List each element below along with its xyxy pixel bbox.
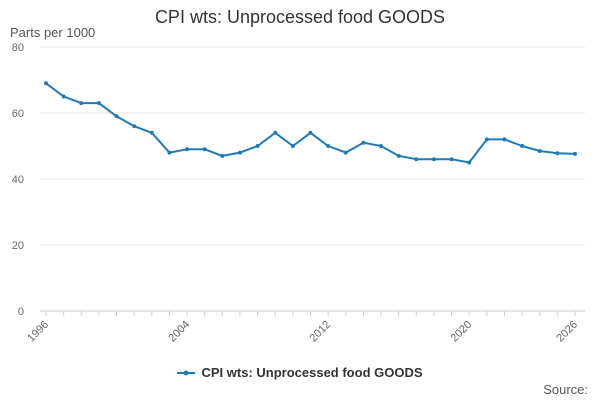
grid-layer: [40, 46, 585, 246]
data-point: [290, 144, 295, 148]
x-tick-label: 2020: [449, 319, 475, 345]
data-point: [149, 130, 154, 135]
data-point: [96, 101, 101, 106]
data-point: [361, 140, 366, 145]
y-tick-label: 20: [12, 240, 24, 252]
data-point: [343, 150, 348, 155]
x-tick-label: 2026: [554, 319, 580, 345]
data-point: [414, 157, 419, 162]
data-point: [502, 137, 507, 142]
data-point: [44, 81, 48, 86]
data-point: [467, 160, 472, 165]
data-point: [185, 147, 190, 152]
data-point: [431, 157, 436, 162]
data-point: [396, 153, 401, 158]
y-tick-label: 40: [12, 174, 24, 186]
data-point: [273, 130, 278, 135]
legend: CPI wts: Unprocessed food GOODS: [0, 365, 600, 382]
data-point: [484, 137, 489, 142]
series-layer: [44, 81, 577, 165]
x-tick-labels: 1996 2004 2012 2020 2026: [25, 319, 580, 345]
data-point: [555, 151, 560, 156]
series-line: [45, 82, 576, 164]
data-point: [237, 150, 242, 155]
x-tick-label: 2004: [166, 319, 192, 345]
data-point: [132, 124, 137, 129]
data-point: [308, 130, 313, 135]
x-tick-label: 2012: [307, 319, 333, 345]
y-tick-label: 60: [12, 108, 24, 120]
data-point: [537, 148, 542, 153]
data-point: [326, 144, 331, 148]
data-point: [255, 144, 260, 148]
source-label: Source:: [543, 382, 588, 397]
data-point: [167, 150, 172, 155]
legend-label: CPI wts: Unprocessed food GOODS: [201, 365, 423, 380]
legend-item[interactable]: CPI wts: Unprocessed food GOODS: [177, 365, 423, 380]
data-point: [114, 114, 119, 119]
y-tick-label: 0: [18, 306, 24, 318]
data-point: [202, 147, 207, 152]
axis-layer: [40, 310, 585, 316]
y-tick-label: 80: [12, 42, 24, 54]
data-point: [79, 101, 84, 106]
data-point: [520, 144, 525, 148]
y-axis-label: Parts per 1000: [10, 25, 96, 40]
legend-line-icon: [177, 370, 196, 375]
chart-title: CPI wts: Unprocessed food GOODS: [154, 7, 446, 27]
data-point: [379, 144, 384, 148]
y-tick-labels: 0 20 40 60 80: [12, 42, 24, 318]
x-tick-label: 1996: [25, 319, 51, 345]
data-point: [449, 157, 454, 162]
data-point: [573, 151, 577, 156]
data-point: [61, 94, 66, 99]
data-point: [220, 153, 225, 158]
